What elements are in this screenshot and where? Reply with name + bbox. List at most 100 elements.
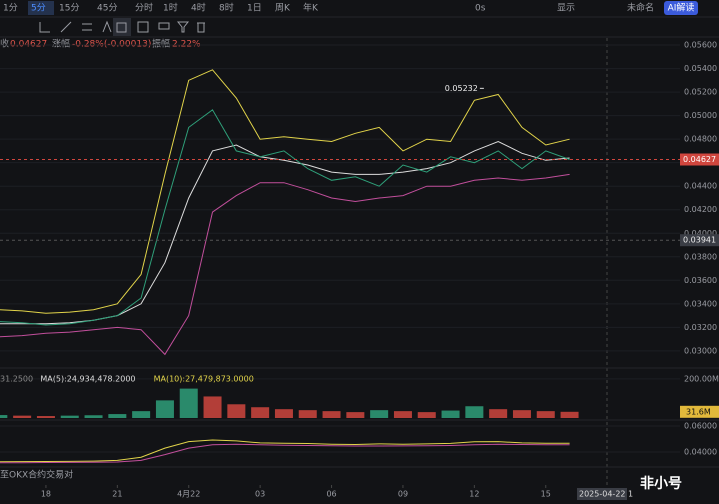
x-tick-label: 12 [469,490,479,499]
y-tick-label: 0.03400 [684,299,717,308]
y-tick-label: 0.04200 [684,205,717,214]
y-tick-label: 200.00M [684,374,719,383]
volume-bar [36,416,55,418]
y-tick-label: 0.06000 [684,421,717,430]
ai-button[interactable]: AI解读 [668,2,695,14]
interval-button[interactable]: 5分 [31,3,46,14]
series-line [0,69,570,314]
volume-bar [393,411,412,418]
volume-bar [251,407,270,418]
series-line [0,173,570,356]
current-price-badge-bg [680,153,719,166]
volume-bar [489,409,508,418]
info-value: -0.28%(-0.00013) [72,40,151,50]
volume-bar [179,388,198,418]
time-badge: 2025-04-22 1 [579,490,633,499]
x-tick-label: 09 [398,490,408,499]
volume-bar [203,396,222,418]
volume-badge: 31.6M [686,407,711,416]
volume-bar [560,411,579,418]
series-line [0,109,570,326]
y-tick-label: 0.03800 [684,252,717,261]
volume-bar [132,411,151,418]
y-tick-label: 0.05400 [684,64,717,73]
high-label: 0.05232 [445,84,478,93]
volume-bar [274,409,293,418]
volume-ma-text: MA(5):24,934,478.2000 [40,375,135,384]
current-price-badge: 0.04627 [683,155,716,164]
interval-button[interactable]: 15分 [59,3,79,14]
y-tick-label: 0.04800 [684,135,717,144]
drawing-tools[interactable] [39,18,205,36]
tool-icon[interactable] [197,22,205,33]
info-label: 振幅 [152,38,170,50]
y-tick-label: 0.03000 [684,346,717,355]
interval-button[interactable]: 周K [275,3,291,14]
volume-badge-bg [680,405,719,418]
tool-icon[interactable] [116,22,127,33]
x-tick-label: 15 [541,490,551,499]
y-tick-label: 0.04000 [684,447,717,456]
volume-bar [84,415,103,418]
interval-button[interactable]: 45分 [97,3,117,14]
info-line: 收 0.04627 涨幅 -0.28%(-0.00013) 振幅 2.22% [0,38,201,50]
time-badge-bg [577,488,627,500]
interval-button[interactable]: 分时 [135,2,153,14]
volume-bar [322,411,341,418]
footer-note: 至OKX合约交易对 [0,469,73,481]
x-tick-label: 4月22 [177,490,200,499]
y-tick-label: 0.05600 [684,41,717,50]
tool-icon[interactable] [60,21,72,33]
y-tick-label: 0.03200 [684,323,717,332]
ai-button-bg[interactable] [664,1,698,15]
volume-bar [155,400,174,418]
logo: 非小号 [640,475,682,492]
y-tick-label: 0.04000 [684,229,717,238]
tool-icon[interactable] [176,21,190,33]
interval-button[interactable]: 4时 [191,2,206,14]
series-line [0,439,570,463]
interval-active-bg[interactable] [28,1,54,15]
interval-button[interactable]: 年K [303,2,319,14]
interval-button[interactable]: 1日 [247,3,262,14]
volume-bar [512,410,531,418]
interval-toolbar: 1分 5分 15分 45分 分时 1时 4时 8时 1日 周K 年K [3,1,319,15]
volume-bar [298,410,317,418]
tool-icon[interactable] [39,22,50,33]
display-button[interactable]: 显示 [557,3,575,14]
volume-bar [346,412,365,418]
y-tick-label: 0.04400 [684,182,717,191]
volume-ma-text: 31.2500 [0,375,33,384]
tool-active[interactable] [113,18,131,36]
tool-icon[interactable] [158,22,170,30]
x-tick-label: 21 [112,490,122,499]
volume-bar [108,414,127,418]
tool-icon[interactable] [102,20,112,33]
interval-button[interactable]: 1分 [3,3,18,14]
info-value: 2.22% [172,40,201,50]
info-label: 涨幅 [52,38,70,50]
volume-bar [536,411,555,418]
volume-bar [370,410,389,418]
volume-bar [465,406,484,418]
layout-name[interactable]: 未命名 [627,2,654,14]
volume-bar [13,415,32,418]
info-value: 0.04627 [10,40,47,50]
series-line [0,443,570,464]
interval-button[interactable]: 8时 [219,2,234,14]
y-tick-label: 0.03600 [684,276,717,285]
crosshair-badge: 0.03941 [683,236,716,245]
tool-icon[interactable] [82,23,92,31]
x-tick-label: 18 [41,490,51,499]
delay[interactable]: 0s [475,4,486,14]
volume-bar [417,412,436,418]
info-label: 收 [0,38,9,50]
tool-icon[interactable] [137,21,149,33]
interval-button[interactable]: 1时 [163,2,178,14]
volume-bar [441,410,460,418]
volume-bar [227,404,246,418]
y-tick-label: 0.05000 [684,111,717,120]
x-tick-label: 06 [326,490,336,499]
